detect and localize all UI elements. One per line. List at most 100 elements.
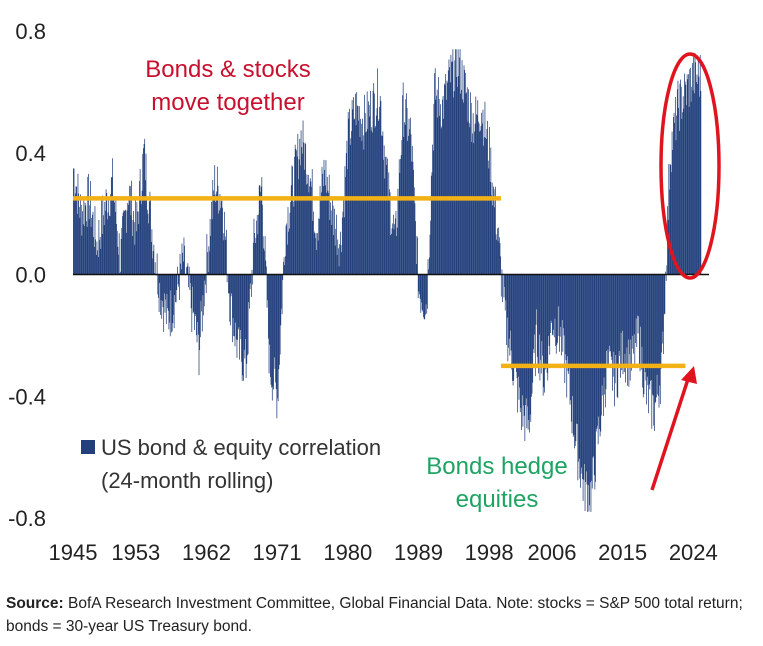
correlation-bar — [451, 61, 453, 275]
correlation-bar — [180, 269, 182, 275]
correlation-bar — [476, 114, 477, 275]
correlation-bar — [140, 197, 142, 275]
correlation-bar — [91, 214, 93, 275]
correlation-bar — [196, 274, 198, 343]
correlation-bar — [146, 209, 148, 275]
correlation-bar — [109, 216, 111, 275]
correlation-bar — [685, 84, 687, 275]
correlation-bar — [307, 183, 308, 275]
correlation-bar — [669, 189, 670, 275]
correlation-bar — [696, 74, 698, 275]
correlation-bar — [544, 274, 545, 393]
correlation-bar — [222, 207, 223, 275]
correlation-bar — [664, 274, 666, 314]
correlation-bar — [116, 223, 117, 275]
correlation-bar — [673, 112, 675, 275]
correlation-bar — [295, 148, 297, 275]
correlation-bar — [93, 246, 95, 275]
correlation-bar — [457, 49, 459, 275]
correlation-bar — [496, 239, 498, 275]
correlation-bar — [394, 218, 396, 275]
correlation-bar — [515, 274, 517, 372]
correlation-bar — [325, 160, 327, 275]
correlation-bar — [115, 196, 117, 275]
correlation-bar — [578, 274, 579, 462]
correlation-bar — [691, 63, 693, 275]
x-tick-label: 1971 — [253, 540, 302, 565]
correlation-bar — [291, 165, 293, 275]
correlation-bar — [174, 274, 176, 296]
correlation-bar — [83, 199, 85, 275]
correlation-bar — [550, 274, 551, 333]
correlation-bar — [381, 135, 382, 275]
correlation-bar — [148, 223, 149, 275]
correlation-bar — [182, 252, 184, 275]
correlation-bar — [482, 109, 484, 275]
correlation-bar — [335, 228, 337, 275]
correlation-bar — [177, 266, 178, 275]
correlation-bar — [258, 185, 260, 275]
correlation-bar — [504, 274, 505, 287]
correlation-bar — [625, 274, 627, 366]
correlation-bar — [245, 274, 246, 340]
correlation-bar — [491, 195, 492, 275]
correlation-bar — [315, 233, 317, 275]
correlation-bar — [150, 241, 152, 275]
correlation-bar — [143, 148, 144, 275]
correlation-bar — [86, 221, 87, 275]
correlation-bar — [533, 274, 535, 354]
correlation-bar — [667, 220, 669, 275]
correlation-bar — [122, 212, 124, 275]
correlation-bar — [303, 142, 305, 275]
correlation-bar — [528, 274, 530, 420]
correlation-bar — [608, 274, 609, 365]
correlation-bar — [194, 274, 195, 330]
correlation-bar — [299, 138, 301, 275]
correlation-bar — [629, 274, 631, 381]
correlation-bar — [440, 128, 442, 275]
correlation-bar — [320, 200, 322, 275]
correlation-bar — [532, 274, 534, 383]
correlation-bar — [275, 274, 276, 383]
correlation-bar — [488, 168, 490, 275]
correlation-bar — [273, 274, 275, 358]
correlation-bar — [114, 211, 116, 275]
correlation-bar — [339, 244, 341, 275]
correlation-bar — [232, 274, 234, 319]
correlation-bar — [509, 274, 511, 356]
correlation-bar — [256, 220, 257, 275]
correlation-bar — [446, 80, 448, 275]
correlation-bar — [665, 271, 666, 275]
correlation-bar — [458, 76, 460, 275]
correlation-bar — [116, 230, 118, 275]
correlation-bar — [435, 99, 437, 275]
correlation-bar — [294, 144, 296, 275]
correlation-bar — [445, 74, 447, 275]
correlation-bar — [666, 265, 668, 275]
correlation-bar — [235, 274, 237, 323]
correlation-bar — [430, 175, 432, 275]
correlation-bar — [211, 219, 213, 275]
correlation-bar — [418, 274, 420, 292]
correlation-bar — [326, 192, 327, 275]
correlation-bar — [477, 100, 479, 275]
correlation-bar — [170, 274, 172, 291]
correlation-bar — [112, 199, 114, 275]
correlation-bar — [120, 238, 122, 275]
correlation-bar — [671, 172, 672, 275]
correlation-bar — [502, 274, 503, 303]
correlation-bar — [594, 274, 596, 490]
correlation-bar — [144, 138, 146, 275]
correlation-bar — [266, 274, 268, 308]
correlation-bar — [257, 234, 259, 275]
correlation-bar — [239, 274, 241, 330]
y-tick-label: 0.4 — [15, 141, 46, 166]
correlation-bar — [663, 274, 665, 315]
correlation-bar — [261, 177, 263, 275]
correlation-bar — [73, 168, 74, 275]
correlation-bar — [213, 195, 215, 275]
correlation-bar — [362, 135, 364, 275]
correlation-bar — [647, 274, 649, 386]
correlation-bar — [560, 274, 562, 327]
correlation-bar — [658, 274, 660, 408]
